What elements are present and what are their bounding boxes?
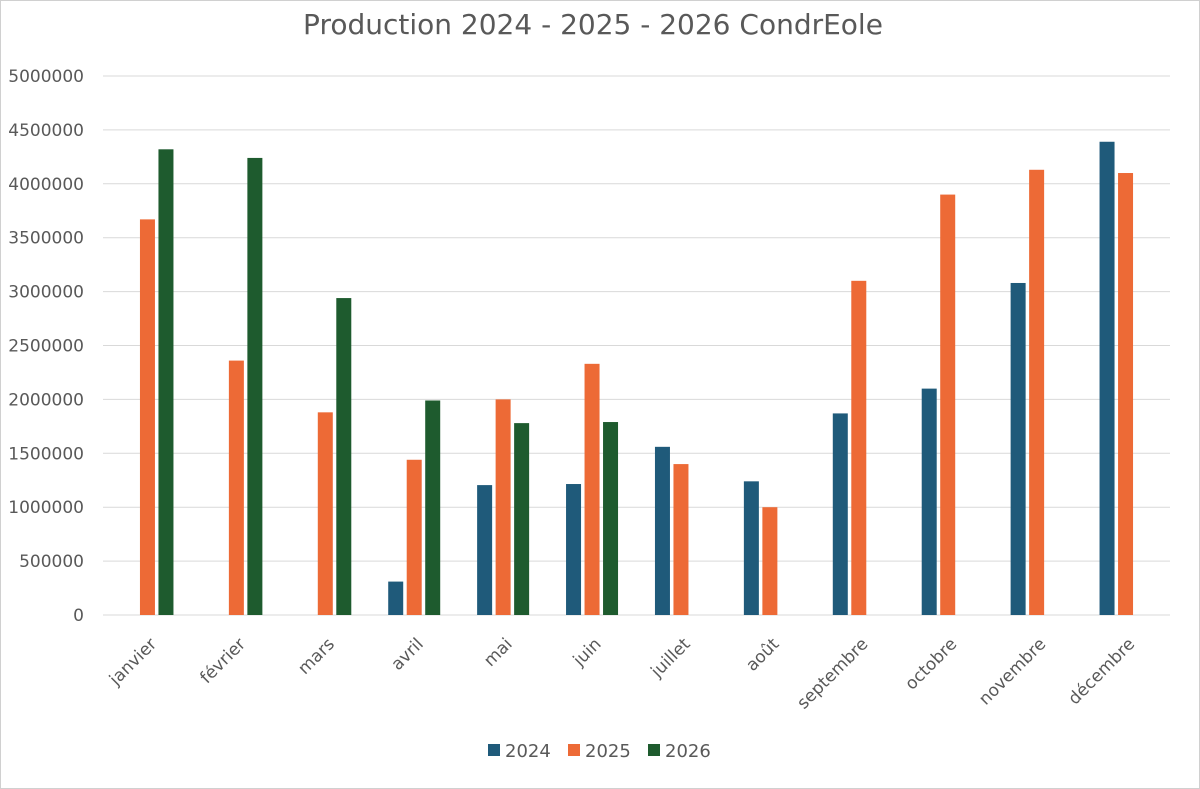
bar-2024-juillet: [654, 446, 670, 615]
bar-2024-juin: [566, 484, 582, 615]
y-tick-label: 3000000: [8, 283, 84, 303]
y-tick-label: 4000000: [8, 175, 84, 195]
bar-2025-avril: [406, 459, 422, 615]
bar-2026-mars: [336, 298, 352, 615]
y-tick-label: 0: [73, 606, 84, 626]
x-tick-label: mars: [294, 634, 339, 679]
bar-2024-septembre: [832, 413, 848, 615]
bar-2025-juillet: [673, 464, 689, 615]
x-tick-label: janvier: [105, 634, 161, 690]
bar-2025-septembre: [851, 280, 867, 615]
bar-2025-août: [762, 507, 778, 615]
bar-2026-février: [247, 157, 263, 616]
y-tick-label: 1500000: [8, 444, 84, 464]
legend-label: 2025: [585, 741, 631, 762]
gridlines: [103, 75, 1170, 616]
bar-2024-août: [743, 481, 759, 615]
legend-label: 2026: [665, 741, 711, 762]
x-tick-label: août: [742, 634, 783, 675]
bar-2025-novembre: [1029, 169, 1045, 615]
bar-2024-mai: [477, 485, 493, 615]
bar-2026-avril: [425, 400, 441, 615]
legend-swatch-2025: [568, 744, 580, 756]
bar-2025-décembre: [1118, 173, 1134, 615]
bar-2025-février: [228, 360, 244, 615]
y-tick-label: 2000000: [8, 390, 84, 410]
y-tick-label: 5000000: [8, 67, 84, 87]
bar-2025-octobre: [940, 194, 956, 615]
bars: [139, 141, 1134, 616]
bar-2025-janvier: [139, 219, 155, 615]
bar-2025-mars: [317, 412, 333, 615]
x-tick-label: juin: [569, 634, 606, 671]
bar-2024-octobre: [921, 388, 937, 615]
y-tick-label: 3500000: [8, 229, 84, 249]
bar-2024-décembre: [1099, 141, 1115, 615]
x-tick-label: avril: [387, 634, 427, 674]
legend: 2024 2025 2026: [488, 741, 711, 762]
y-tick-label: 2500000: [8, 337, 84, 357]
x-tick-label: septembre: [793, 634, 872, 713]
x-tick-label: novembre: [975, 634, 1050, 709]
y-tick-label: 4500000: [8, 121, 84, 141]
x-tick-label: décembre: [1064, 634, 1139, 709]
y-axis-tick-labels: 0 500000 1000000 1500000 2000000 2500000 30000…: [8, 67, 84, 626]
legend-swatch-2024: [488, 744, 500, 756]
chart-title: Production 2024 - 2025 - 2026 CondrEole: [303, 8, 883, 41]
x-tick-label: octobre: [901, 634, 961, 694]
bar-2024-avril: [388, 581, 404, 615]
x-tick-label: mai: [480, 634, 517, 671]
legend-label: 2024: [505, 741, 551, 762]
bar-2024-novembre: [1010, 282, 1026, 615]
x-axis-tick-labels: janvier février mars avril mai juin juillet aoû…: [105, 634, 1139, 713]
bar-2025-juin: [584, 363, 600, 615]
x-tick-label: juillet: [647, 634, 695, 682]
bar-2026-janvier: [158, 149, 174, 615]
x-tick-label: février: [196, 634, 250, 688]
bar-2025-mai: [495, 399, 511, 615]
y-tick-label: 500000: [19, 552, 84, 572]
bar-2026-juin: [603, 422, 619, 615]
legend-swatch-2026: [648, 744, 660, 756]
y-tick-label: 1000000: [8, 498, 84, 518]
bar-2026-mai: [514, 423, 530, 615]
